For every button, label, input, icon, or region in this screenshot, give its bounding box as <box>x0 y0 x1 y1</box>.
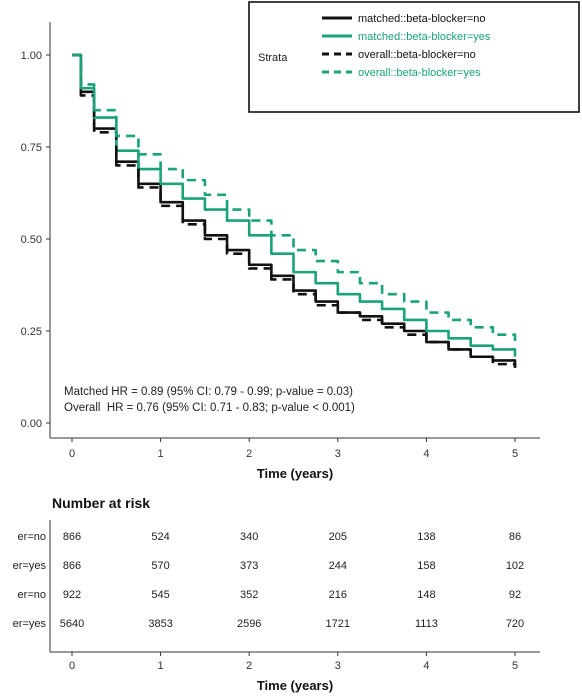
risk-cell: 86 <box>509 531 521 543</box>
legend-title: Strata <box>258 52 288 64</box>
risk-cell: 340 <box>240 531 258 543</box>
risk-x-tick-label: 3 <box>335 660 341 672</box>
risk-cell: 3853 <box>148 618 172 630</box>
y-tick-label: 0.00 <box>21 418 42 430</box>
risk-cell: 148 <box>417 589 435 601</box>
risk-x-tick-label: 0 <box>69 660 75 672</box>
risk-cell: 1113 <box>415 618 438 630</box>
x-axis-title: Time (years) <box>257 466 333 481</box>
risk-cell: 5640 <box>60 618 84 630</box>
risk-table-title: Number at risk <box>52 495 150 511</box>
y-tick-label: 0.50 <box>21 234 42 246</box>
risk-row-label: er=yes <box>13 560 47 572</box>
y-tick-label: 0.75 <box>21 142 42 154</box>
y-ticks: 0.00 0.25 0.50 0.75 1.00 <box>21 50 50 430</box>
risk-x-tick-label: 1 <box>158 660 164 672</box>
x-tick-label: 2 <box>246 448 252 460</box>
risk-cell: 866 <box>63 531 81 543</box>
x-ticks: 0 1 2 3 4 5 <box>69 438 518 460</box>
risk-cell: 205 <box>329 531 347 543</box>
series-line-matched-beta-blocker-yes <box>72 53 517 357</box>
legend-box <box>248 1 580 113</box>
risk-cell: 216 <box>329 589 347 601</box>
legend: Strata matched::beta-blocker=nomatched::… <box>248 1 580 113</box>
risk-x-tick-label: 2 <box>246 660 252 672</box>
risk-cell: 545 <box>151 589 169 601</box>
risk-cell: 570 <box>151 560 169 572</box>
risk-cell: 2596 <box>237 618 261 630</box>
series-line-overall-beta-blocker-no <box>72 53 517 368</box>
x-tick-label: 0 <box>69 448 75 460</box>
risk-cell: 244 <box>329 560 347 572</box>
risk-row-label: er=yes <box>13 618 47 630</box>
risk-cell: 158 <box>417 560 435 572</box>
x-tick-label: 4 <box>423 448 429 460</box>
legend-entry-label: overall::beta-blocker=no <box>358 49 476 61</box>
risk-cell: 373 <box>240 560 258 572</box>
annotation-matched-hr: Matched HR = 0.89 (95% CI: 0.79 - 0.99; … <box>64 386 353 398</box>
legend-entry-label: overall::beta-blocker=yes <box>358 67 481 79</box>
survival-plot: 0.00 0.25 0.50 0.75 1.00 0 1 2 3 4 5 Time (years)… <box>21 22 540 481</box>
series-line-overall-beta-blocker-yes <box>72 53 517 343</box>
series-layer <box>72 53 517 368</box>
risk-x-ticks: 0 1 2 3 4 5 <box>69 652 518 672</box>
y-tick-label: 0.25 <box>21 326 42 338</box>
y-tick-label: 1.00 <box>21 50 42 62</box>
annotation-overall-hr: Overall HR = 0.76 (95% CI: 0.71 - 0.83; … <box>64 402 355 414</box>
risk-cell: 352 <box>240 589 258 601</box>
risk-cell: 866 <box>63 560 81 572</box>
risk-cell: 1721 <box>326 618 350 630</box>
risk-cells: 866 524 340 205 138 86 866 570 373 244 158 102 922 54… <box>60 531 524 630</box>
risk-cell: 720 <box>506 618 524 630</box>
risk-cell: 524 <box>151 531 169 543</box>
risk-row-labels: er=no er=yes er=no er=yes <box>13 531 47 630</box>
x-tick-label: 1 <box>158 448 164 460</box>
legend-entry-label: matched::beta-blocker=yes <box>358 31 491 43</box>
risk-cell: 138 <box>417 531 435 543</box>
risk-x-axis-title: Time (years) <box>257 678 333 693</box>
risk-table: Number at risk er=no er=yes er=no er=yes 86… <box>13 495 540 693</box>
risk-cell: 92 <box>509 589 521 601</box>
risk-cell: 102 <box>506 560 524 572</box>
legend-entries: matched::beta-blocker=nomatched::beta-bl… <box>322 13 491 79</box>
x-tick-label: 5 <box>512 448 518 460</box>
risk-row-label: er=no <box>18 531 46 543</box>
risk-cell: 922 <box>63 589 81 601</box>
legend-entry-label: matched::beta-blocker=no <box>358 13 486 25</box>
risk-x-tick-label: 5 <box>512 660 518 672</box>
x-tick-label: 3 <box>335 448 341 460</box>
risk-x-tick-label: 4 <box>423 660 429 672</box>
risk-row-label: er=no <box>18 589 46 601</box>
